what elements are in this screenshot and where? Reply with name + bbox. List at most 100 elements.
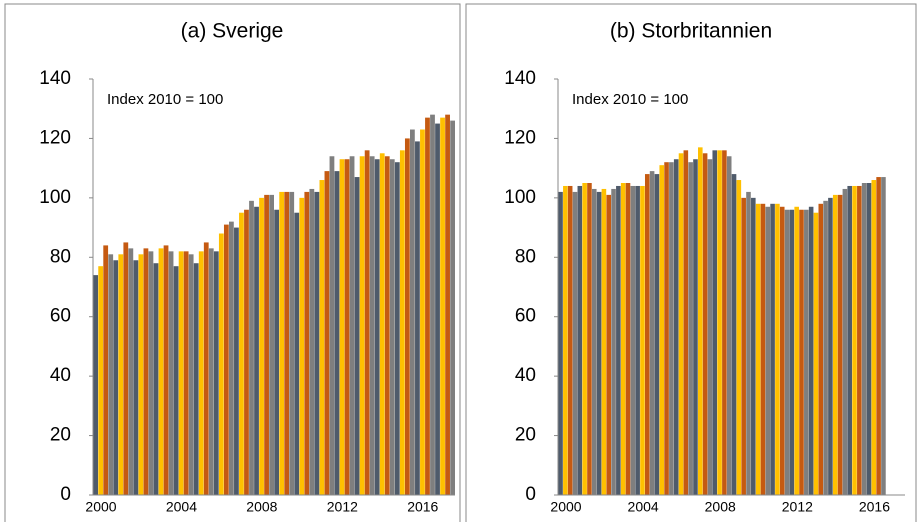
bar bbox=[577, 185, 583, 495]
bar bbox=[259, 197, 264, 495]
y-tick-label: 40 bbox=[50, 365, 71, 386]
bar bbox=[832, 194, 838, 495]
x-tick-label: 2016 bbox=[407, 499, 438, 515]
bar bbox=[770, 203, 775, 496]
bar bbox=[229, 221, 234, 495]
bar bbox=[344, 159, 350, 495]
y-tick-label: 120 bbox=[504, 127, 536, 148]
bar bbox=[178, 251, 184, 495]
bar bbox=[760, 203, 766, 496]
bar bbox=[369, 156, 375, 495]
bar bbox=[410, 129, 415, 495]
bar bbox=[630, 185, 636, 495]
bar bbox=[203, 242, 209, 495]
bar bbox=[384, 156, 390, 495]
bar bbox=[269, 194, 274, 495]
bar bbox=[284, 191, 290, 495]
y-tick-label: 60 bbox=[50, 306, 71, 327]
bar bbox=[394, 162, 400, 495]
bar bbox=[213, 251, 219, 495]
bar bbox=[319, 180, 325, 495]
bar bbox=[133, 260, 139, 495]
bar bbox=[736, 180, 742, 495]
bar bbox=[866, 183, 872, 495]
annotation: Index 2010 = 100 bbox=[107, 91, 223, 108]
x-tick-label: 2000 bbox=[85, 499, 116, 515]
bar bbox=[415, 141, 420, 495]
bar bbox=[143, 248, 149, 495]
bar bbox=[765, 206, 771, 495]
bar bbox=[254, 206, 259, 495]
y-tick-label: 80 bbox=[50, 246, 71, 267]
x-tick-label: 2004 bbox=[628, 499, 659, 515]
bar bbox=[678, 153, 684, 496]
y-tick-label: 20 bbox=[50, 425, 71, 446]
bar bbox=[664, 162, 669, 495]
bar bbox=[794, 206, 799, 495]
bar bbox=[274, 209, 280, 495]
bar bbox=[818, 203, 824, 496]
bar bbox=[635, 185, 640, 495]
bar bbox=[683, 150, 689, 496]
bar bbox=[314, 191, 320, 495]
bar bbox=[329, 156, 335, 495]
bar bbox=[98, 266, 104, 495]
bar bbox=[183, 251, 189, 495]
bar bbox=[649, 171, 655, 495]
y-tick-label: 120 bbox=[39, 127, 71, 148]
x-tick-label: 2012 bbox=[327, 499, 358, 515]
bar bbox=[425, 117, 430, 495]
x-tick-label: 2004 bbox=[166, 499, 197, 515]
bar bbox=[693, 159, 698, 495]
bar bbox=[828, 197, 833, 495]
bar bbox=[304, 191, 310, 495]
bar bbox=[563, 185, 568, 495]
bar bbox=[299, 197, 305, 495]
bar bbox=[881, 177, 886, 496]
bar bbox=[698, 147, 703, 496]
bar bbox=[789, 209, 795, 495]
bar bbox=[596, 191, 602, 495]
bar bbox=[611, 188, 616, 495]
bar bbox=[601, 188, 607, 495]
bar bbox=[163, 245, 169, 495]
bar bbox=[389, 159, 395, 495]
y-tick-label: 0 bbox=[525, 484, 536, 505]
bar bbox=[128, 248, 134, 495]
annotation: Index 2010 = 100 bbox=[572, 91, 688, 108]
bar bbox=[852, 185, 857, 495]
bar bbox=[707, 159, 713, 495]
bar bbox=[847, 185, 852, 495]
bar bbox=[404, 138, 410, 495]
panel-frame bbox=[465, 3, 917, 522]
x-tick-label: 2016 bbox=[859, 499, 890, 515]
x-tick-label: 2012 bbox=[782, 499, 813, 515]
bar bbox=[746, 191, 751, 495]
bar bbox=[673, 159, 679, 495]
bar bbox=[279, 191, 285, 495]
y-tick-label: 80 bbox=[515, 246, 536, 267]
bar bbox=[218, 233, 224, 495]
bar bbox=[606, 194, 612, 495]
bar bbox=[861, 183, 867, 495]
y-tick-label: 20 bbox=[515, 425, 536, 446]
bar bbox=[420, 129, 425, 495]
bar bbox=[726, 156, 732, 495]
x-tick-label: 2000 bbox=[550, 499, 581, 515]
bar bbox=[751, 197, 756, 495]
bar bbox=[354, 177, 360, 496]
bar bbox=[644, 174, 650, 496]
bar bbox=[148, 251, 154, 495]
bar bbox=[364, 150, 370, 496]
x-tick-label: 2008 bbox=[705, 499, 736, 515]
x-tick-label: 2008 bbox=[246, 499, 277, 515]
bar bbox=[193, 263, 199, 495]
bar bbox=[587, 183, 592, 495]
bar bbox=[625, 183, 631, 495]
bar bbox=[712, 150, 718, 496]
bar bbox=[289, 191, 295, 495]
bar bbox=[779, 206, 785, 495]
bar bbox=[741, 197, 746, 495]
bar bbox=[871, 180, 877, 495]
